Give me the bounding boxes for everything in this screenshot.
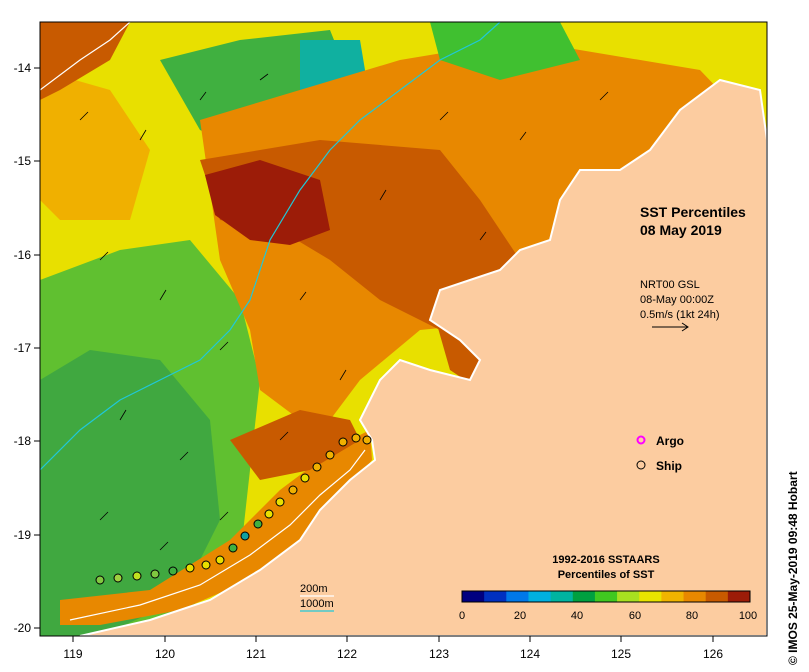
colorbar-cell: [727, 591, 751, 602]
colorbar-cell: [550, 591, 574, 602]
x-tick-label: 121: [246, 647, 266, 661]
ship-marker: [338, 437, 348, 447]
land-mass: [79, 78, 767, 636]
colorbar-cell: [683, 591, 707, 602]
colorbar-title-line1: 1992-2016 SSTAARS: [552, 554, 659, 566]
ship-marker: [150, 569, 160, 579]
axis-ticks: [34, 67, 714, 642]
ship-marker: [215, 555, 225, 565]
colorbar: [462, 591, 751, 602]
x-tick-label: 126: [703, 647, 723, 661]
map-area: [40, 22, 767, 636]
colorbar-title-line2: Percentiles of SST: [558, 569, 655, 581]
y-tick-label: -17: [14, 341, 32, 355]
argo-legend-icon: [636, 435, 646, 445]
x-tick-label: 120: [155, 647, 175, 661]
y-tick-label: -16: [14, 248, 32, 262]
ship-marker: [201, 560, 211, 570]
colorbar-tick-label: 0: [459, 610, 465, 622]
x-tick-label: 119: [63, 647, 82, 661]
isobath-200m-nw: [40, 22, 131, 91]
colorbar-cell: [639, 591, 662, 602]
colorbar-cell: [528, 591, 552, 602]
x-tick-label: 125: [611, 647, 631, 661]
colorbar-cell: [506, 591, 529, 602]
ship-legend-label: Ship: [656, 459, 682, 473]
isobath-200m-label: 200m: [300, 583, 328, 595]
ship-marker: [240, 531, 250, 541]
ship-marker: [351, 433, 361, 443]
map-title-line2: 08 May 2019: [640, 222, 722, 238]
map-title-line1: SST Percentiles: [640, 204, 746, 220]
sst-darkgreen-region: [40, 350, 220, 636]
colorbar-frame: [461, 590, 751, 603]
colorbar-cell: [617, 591, 640, 602]
y-tick-label: -14: [14, 61, 32, 75]
ship-marker: [168, 566, 178, 576]
ship-legend-icon: [636, 460, 646, 470]
ship-marker: [253, 519, 263, 529]
current-source: NRT00 GSL: [640, 279, 700, 291]
colorbar-cell: [661, 591, 685, 602]
sst-orange-west: [40, 70, 150, 220]
ship-marker: [325, 450, 335, 460]
ship-marker: [312, 462, 322, 472]
y-tick-label: -15: [14, 154, 32, 168]
ship-marker: [288, 485, 298, 495]
ship-marker: [362, 435, 372, 445]
colorbar-cell: [484, 591, 507, 602]
x-tick-label: 124: [520, 647, 540, 661]
argo-legend-label: Argo: [656, 434, 684, 448]
ship-marker: [185, 563, 195, 573]
sst-green-ne: [430, 22, 580, 80]
sst-shelf-darkorange: [230, 410, 360, 480]
isobath-1000m-label: 1000m: [300, 598, 334, 610]
colorbar-tick-label: 100: [739, 610, 757, 622]
current-scale-arrow: [652, 322, 689, 332]
x-tick-label: 123: [429, 647, 449, 661]
colorbar-cell: [594, 591, 618, 602]
ship-marker: [300, 473, 310, 483]
isobath-200m-shelf: [69, 449, 366, 621]
ship-marker: [275, 497, 285, 507]
y-tick-label: -20: [14, 621, 32, 635]
ship-marker: [264, 509, 274, 519]
sst-red-core: [205, 160, 330, 245]
colorbar-tick-label: 80: [686, 610, 698, 622]
map-frame: [39, 21, 768, 637]
colorbar-cell: [462, 591, 485, 602]
x-tick-label: 122: [337, 647, 357, 661]
imos-credit: © IMOS 25-May-2019 09:48 Hobart: [786, 471, 800, 665]
colorbar-tick-label: 20: [514, 610, 526, 622]
ship-marker: [113, 573, 123, 583]
colorbar-cell: [572, 591, 596, 602]
ship-marker: [228, 543, 238, 553]
ship-marker: [132, 571, 142, 581]
y-tick-label: -18: [14, 434, 32, 448]
ship-marker: [95, 575, 105, 585]
ship-track: [95, 433, 372, 585]
colorbar-cell: [705, 591, 729, 602]
current-scale: 0.5m/s (1kt 24h): [640, 309, 719, 321]
colorbar-tick-label: 40: [571, 610, 583, 622]
colorbar-tick-label: 60: [629, 610, 641, 622]
y-tick-label: -19: [14, 528, 32, 542]
current-vectors: [79, 73, 609, 551]
isobath-1000m: [40, 22, 501, 471]
current-time: 08-May 00:00Z: [640, 294, 714, 306]
